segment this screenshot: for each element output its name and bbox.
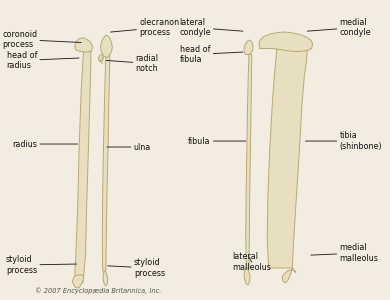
Text: tibia
(shinbone): tibia (shinbone) <box>305 131 382 151</box>
Text: medial
malleolus: medial malleolus <box>311 243 378 263</box>
Polygon shape <box>282 268 296 283</box>
Polygon shape <box>246 54 252 268</box>
Polygon shape <box>267 49 307 268</box>
Polygon shape <box>103 271 108 286</box>
Polygon shape <box>101 35 112 57</box>
Polygon shape <box>75 50 91 283</box>
Polygon shape <box>244 268 250 285</box>
Text: head of
fibula: head of fibula <box>180 45 243 64</box>
Text: coronoid
process: coronoid process <box>2 30 81 49</box>
Text: ulna: ulna <box>107 142 151 152</box>
Polygon shape <box>102 54 110 271</box>
Text: styloid
process: styloid process <box>6 255 76 275</box>
Text: medial
condyle: medial condyle <box>307 18 371 37</box>
Polygon shape <box>75 38 93 52</box>
Text: styloid
process: styloid process <box>108 258 165 278</box>
Text: fibula: fibula <box>188 136 246 146</box>
Text: radial
notch: radial notch <box>106 54 159 73</box>
Text: head of
radius: head of radius <box>7 51 79 70</box>
Text: © 2007 Encyclopædia Britannica, Inc.: © 2007 Encyclopædia Britannica, Inc. <box>35 287 162 294</box>
Text: lateral
malleolus: lateral malleolus <box>232 252 271 272</box>
Text: olecranon
process: olecranon process <box>110 18 179 37</box>
Polygon shape <box>244 40 253 54</box>
Text: lateral
condyle: lateral condyle <box>179 18 243 37</box>
Polygon shape <box>259 32 313 52</box>
Polygon shape <box>72 275 84 288</box>
Polygon shape <box>98 54 103 62</box>
Text: radius: radius <box>12 140 78 148</box>
